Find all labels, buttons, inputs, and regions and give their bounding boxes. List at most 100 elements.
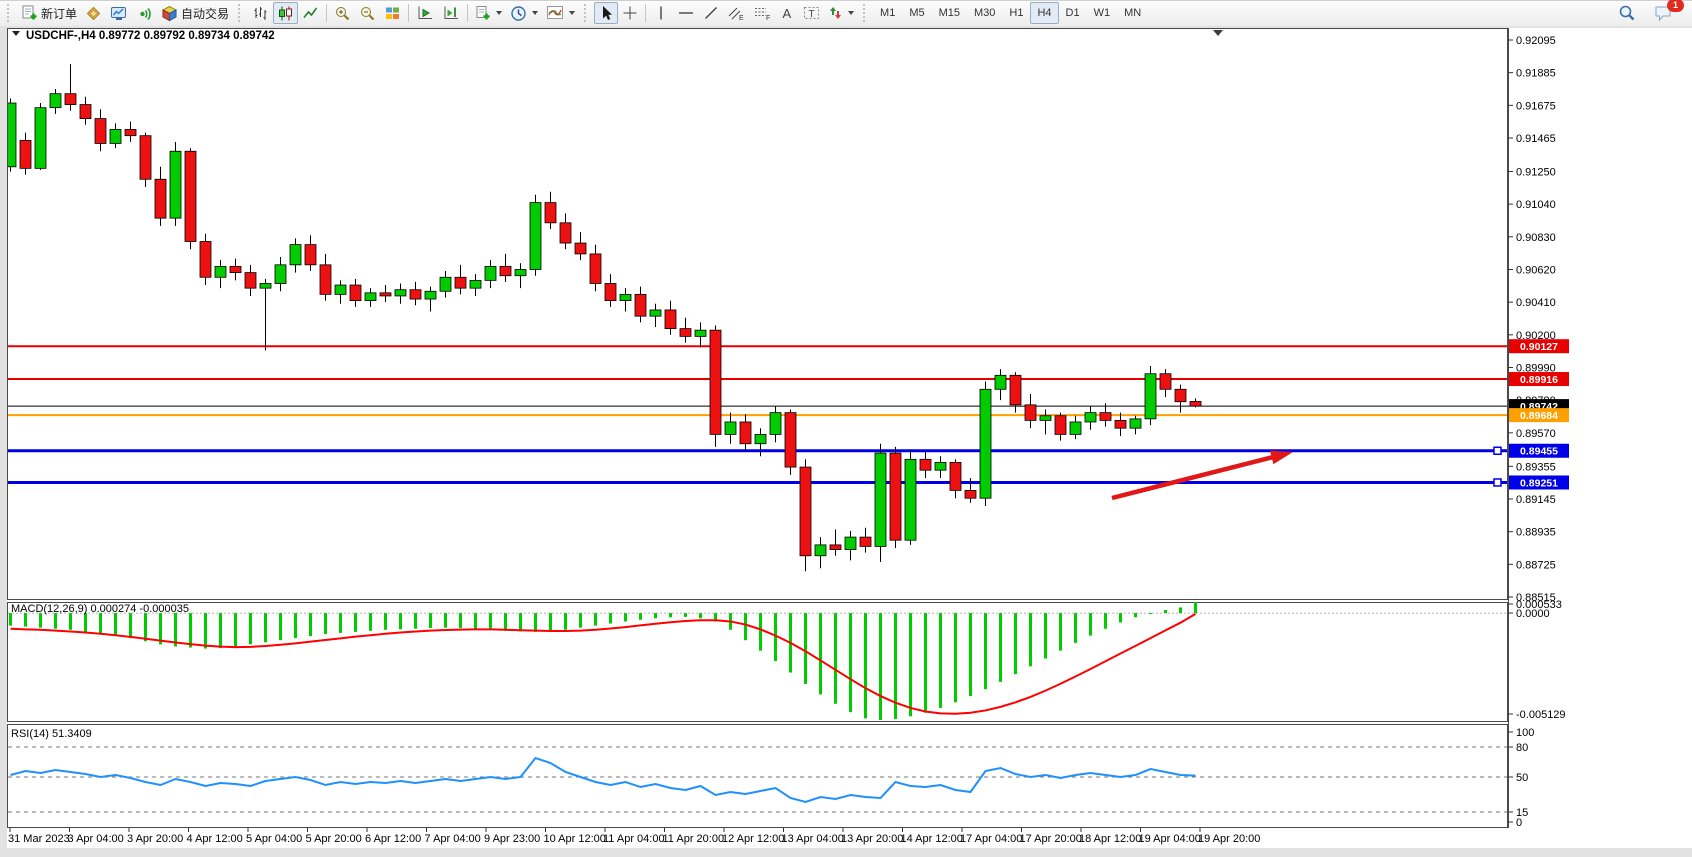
indicators-dropdown[interactable] [542, 2, 579, 24]
timeframe-h1[interactable]: H1 [1002, 2, 1030, 24]
text-button[interactable]: A [775, 2, 799, 24]
chart-menu-icon[interactable] [12, 31, 20, 36]
arrows-dropdown[interactable] [824, 2, 858, 24]
candlestick-chart-button[interactable] [273, 2, 299, 24]
time-axis-label: 5 Apr 20:00 [306, 833, 362, 845]
new-order-button[interactable]: 新订单 [17, 2, 81, 24]
crosshair-button[interactable] [618, 2, 642, 24]
market-watch-button[interactable] [106, 2, 132, 24]
rsi-axis-label: 15 [1516, 807, 1528, 819]
timeframe-m5[interactable]: M5 [902, 2, 931, 24]
line-chart-button[interactable] [298, 2, 323, 24]
svg-text:0.90410: 0.90410 [1516, 297, 1556, 309]
profile-button[interactable] [81, 2, 106, 24]
fibonacci-icon: F [755, 7, 770, 22]
new-chart-dropdown[interactable] [471, 2, 506, 24]
chart-canvas: 0.92095 0.91885 0.91675 0.91465 0.91250 0.910… [0, 26, 1692, 852]
line-handle-support-lower[interactable] [1493, 478, 1502, 487]
time-axis-label: 19 Apr 04:00 [1139, 833, 1201, 845]
macd-axis-label: -0.005129 [1516, 709, 1566, 721]
trend-arrow-line[interactable] [1111, 454, 1277, 501]
tile-windows-button[interactable] [380, 2, 405, 24]
price-badge-resistance-upper[interactable]: 0.90127 [1509, 339, 1569, 354]
chart-shift-button[interactable] [438, 2, 464, 24]
signals-button[interactable] [132, 2, 157, 24]
new-order-label: 新订单 [41, 6, 78, 21]
price-badge-support-lower[interactable]: 0.89251 [1509, 475, 1569, 490]
macd-axis-label: 0.000533 [1516, 599, 1562, 611]
equidistant-channel-button[interactable]: E [723, 2, 749, 24]
time-axis-label: 5 Apr 04:00 [246, 833, 302, 845]
horizontal-line-icon [679, 12, 694, 14]
svg-text:0.90127: 0.90127 [1520, 341, 1558, 353]
search-button[interactable] [1614, 2, 1640, 24]
macd-axis-label: 0.0000 [1516, 608, 1550, 620]
time-axis-label: 3 Apr 04:00 [68, 833, 124, 845]
timeframe-m30[interactable]: M30 [967, 2, 1002, 24]
svg-text:0.91040: 0.91040 [1516, 199, 1556, 211]
periods-dropdown[interactable] [506, 2, 542, 24]
autotrading-button[interactable]: 自动交易 [157, 2, 233, 24]
tile-windows-icon [386, 7, 400, 19]
timeframe-d1[interactable]: D1 [1059, 2, 1087, 24]
auto-scroll-button[interactable] [412, 2, 438, 24]
toolbar-grip [7, 4, 14, 22]
fibonacci-button[interactable]: F [749, 2, 775, 24]
svg-text:0.91675: 0.91675 [1516, 100, 1556, 112]
price-badge-pivot-line[interactable]: 0.89684 [1509, 408, 1569, 423]
timeframe-h4[interactable]: H4 [1030, 2, 1059, 24]
chat-button[interactable]: 1 [1650, 0, 1684, 24]
line-handle-support-upper[interactable] [1493, 446, 1502, 455]
svg-text:0.89684: 0.89684 [1520, 410, 1558, 422]
rsi-line [10, 756, 1196, 804]
svg-text:0.90200: 0.90200 [1516, 330, 1556, 342]
svg-text:0.88935: 0.88935 [1516, 527, 1556, 539]
timeframe-m1[interactable]: M1 [873, 2, 902, 24]
chart-shift-marker[interactable] [1213, 30, 1223, 36]
text-label-button[interactable]: T [799, 2, 824, 24]
time-axis-label: 17 Apr 20:00 [1020, 833, 1082, 845]
vertical-line-button[interactable] [649, 2, 673, 24]
trendline-button[interactable] [699, 2, 723, 24]
timeframe-w1[interactable]: W1 [1087, 2, 1118, 24]
time-axis-label: 9 Apr 23:00 [484, 833, 540, 845]
separator [467, 4, 469, 22]
svg-text:0.92095: 0.92095 [1516, 35, 1556, 47]
auto-scroll-icon [418, 6, 433, 19]
text-label-icon: T [804, 7, 820, 20]
macd-label: MACD(12,26,9) 0.000274 -0.000035 [11, 603, 189, 615]
candles-layer [8, 64, 1202, 572]
dropdown-caret [532, 11, 539, 15]
horizontal-line-button[interactable] [673, 2, 699, 24]
autotrading-cube-icon [161, 5, 178, 21]
zoom-out-button[interactable] [355, 2, 380, 24]
price-badge-support-upper[interactable]: 0.89455 [1509, 443, 1569, 458]
trend-arrow-head[interactable] [1269, 450, 1293, 465]
zoom-in-button[interactable] [330, 2, 355, 24]
price-pane [7, 28, 1508, 600]
timeframe-m15[interactable]: M15 [932, 2, 967, 24]
main-toolbar: 新订单 自动交易 [0, 0, 1692, 27]
timeframe-mn[interactable]: MN [1117, 2, 1148, 24]
svg-text:0.91465: 0.91465 [1516, 133, 1556, 145]
svg-text:0.90620: 0.90620 [1516, 264, 1556, 276]
svg-text:0.89570: 0.89570 [1516, 428, 1556, 440]
line-chart-icon [303, 7, 318, 18]
chart-shift-icon [444, 6, 459, 19]
time-axis-label: 10 Apr 12:00 [544, 833, 606, 845]
rsi-axis-label: 0 [1516, 817, 1522, 829]
svg-text:E: E [739, 15, 744, 22]
svg-text:0.89916: 0.89916 [1520, 374, 1558, 386]
time-axis-label: 31 Mar 2023 [8, 833, 70, 845]
dropdown-caret [569, 11, 576, 15]
price-badge-resistance-lower[interactable]: 0.89916 [1509, 372, 1569, 387]
price-axis[interactable]: 0.92095 0.91885 0.91675 0.91465 0.91250 0.910… [1508, 35, 1556, 604]
toolbar-grip [863, 4, 870, 22]
trendline-icon [705, 7, 718, 19]
svg-text:0.91885: 0.91885 [1516, 68, 1556, 80]
autotrading-label: 自动交易 [181, 6, 230, 21]
macd-histogram [9, 602, 1197, 721]
cursor-button[interactable] [594, 2, 619, 24]
bar-chart-button[interactable] [248, 2, 273, 24]
